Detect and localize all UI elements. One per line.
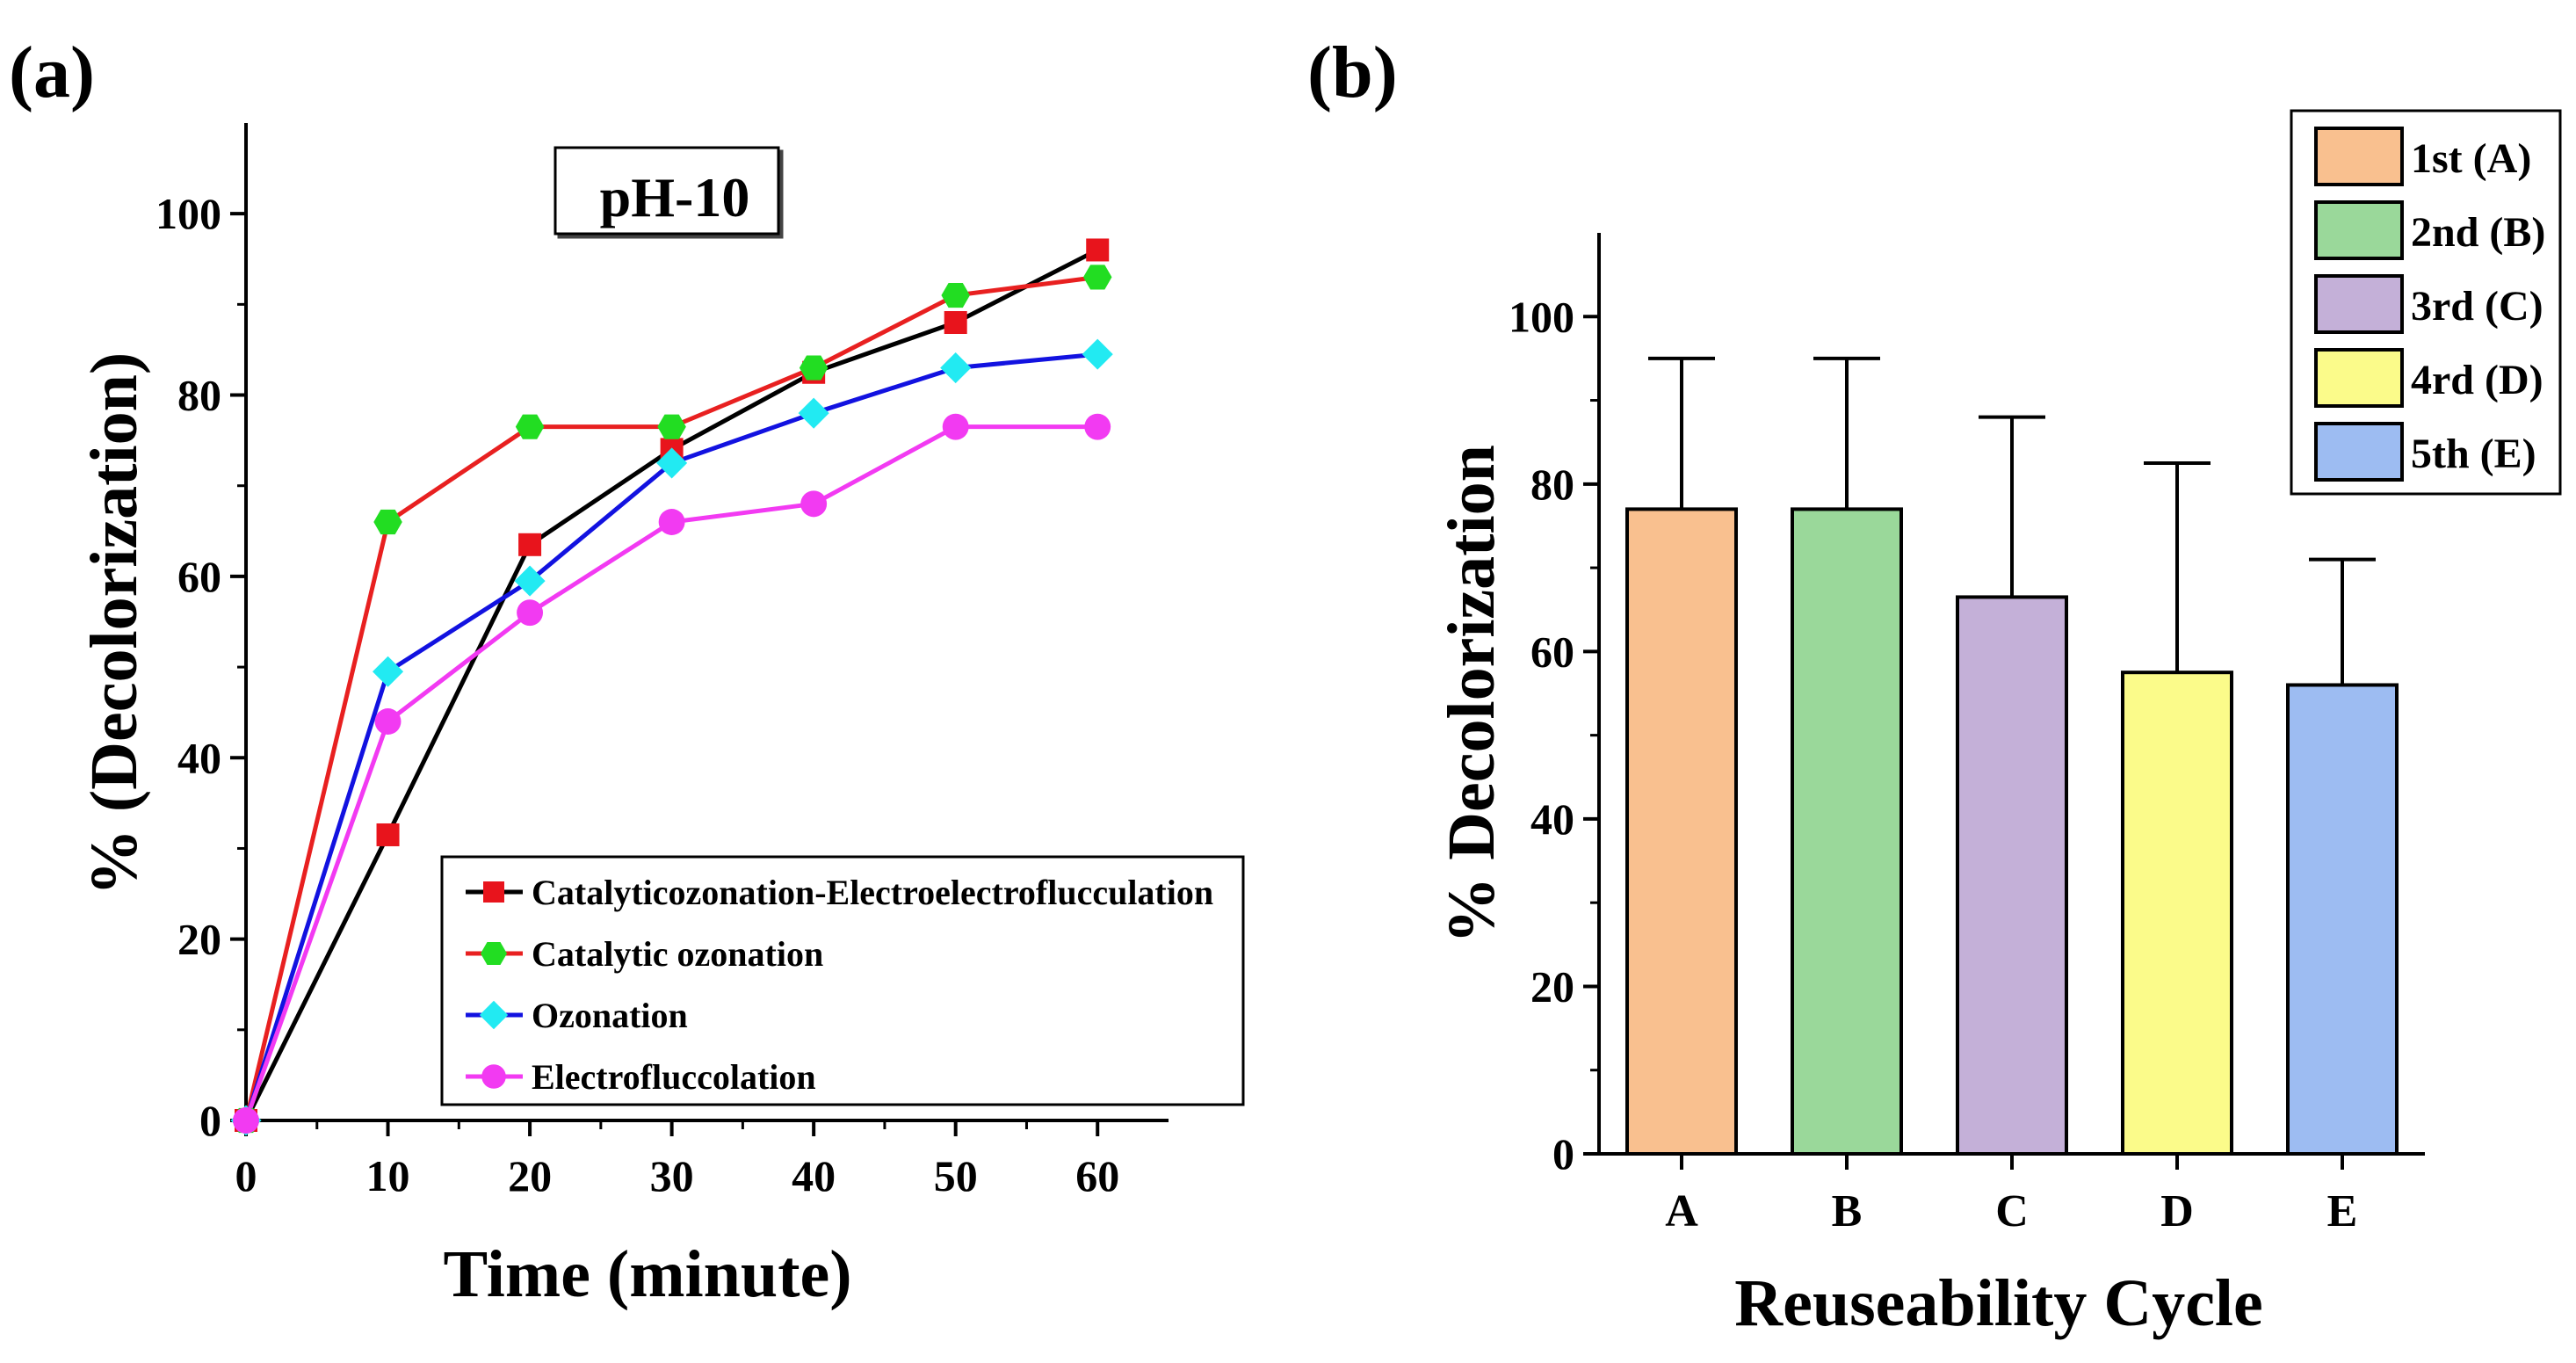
data-point	[1086, 238, 1110, 262]
legend-swatch	[2314, 422, 2404, 482]
legend-label: 2nd (B)	[2411, 209, 2545, 256]
annotation-text: pH-10	[600, 166, 750, 228]
panel-a-legend: Catalyticozonation-Electroelectrofluccul…	[440, 855, 1245, 1106]
x-tick-label: 50	[934, 1151, 978, 1200]
legend-swatch	[2314, 127, 2404, 186]
x-tick-label: 20	[508, 1151, 552, 1200]
y-tick-label: 40	[1530, 794, 1574, 844]
legend-box	[440, 855, 1245, 1106]
x-tick-label: 40	[792, 1151, 836, 1200]
x-tick-label: 10	[366, 1151, 410, 1200]
y-tick-label: 60	[1530, 627, 1574, 676]
data-point	[800, 490, 828, 518]
legend-label: Catalytic ozonation	[532, 934, 823, 974]
panel-a: (a) 0 20 40 60 80 100 0 10 20 30 40 50 60 pH-10 Cata…	[9, 32, 1245, 1311]
x-tick-label: 60	[1075, 1151, 1119, 1200]
y-tick-label: 100	[156, 189, 221, 238]
y-tick-label: 40	[177, 733, 221, 782]
y-tick-label: 20	[1530, 961, 1574, 1011]
legend-marker	[481, 942, 507, 965]
panel-a-xlabel: Time (minute)	[443, 1237, 851, 1311]
y-tick-label: 0	[1552, 1129, 1574, 1178]
y-tick-label: 20	[177, 915, 221, 964]
data-point	[940, 352, 972, 384]
panel-a-axes: 0 20 40 60 80 100 0 10 20 30 40 50 60	[156, 123, 1169, 1200]
x-tick-label: B	[1832, 1186, 1863, 1236]
data-point	[942, 413, 969, 440]
data-point	[517, 599, 544, 627]
panel-b-legend: 1st (A) 2nd (B) 3rd (C) 4rd (D) 5th (E)	[2290, 109, 2562, 496]
data-point	[372, 656, 404, 687]
legend-marker	[479, 1000, 509, 1030]
data-point	[374, 708, 402, 735]
legend-label: Ozonation	[532, 996, 688, 1035]
panel-b-xlabel: Reuseability Cycle	[1734, 1266, 2263, 1340]
data-point	[799, 355, 829, 381]
data-point	[941, 282, 970, 308]
x-tick-label: E	[2327, 1186, 2358, 1236]
x-tick-label: 30	[650, 1151, 694, 1200]
bar-A	[1625, 507, 1738, 1156]
data-point	[658, 509, 685, 535]
data-point	[518, 533, 542, 556]
legend-swatch	[2314, 274, 2404, 334]
legend-marker	[481, 1064, 506, 1089]
panel-a-annotation: pH-10	[554, 146, 780, 236]
panel-a-ylabel: % (Decolorization)	[77, 352, 151, 895]
x-tick-label: 0	[235, 1151, 257, 1200]
x-tick-label: A	[1665, 1186, 1698, 1236]
y-tick-label: 80	[177, 371, 221, 420]
data-point	[798, 397, 829, 429]
panel-b: (b) 0 20 40 60 80 100 A B C D E 1st (A) 2nd (B) 3rd …	[1307, 32, 2562, 1340]
data-point	[1084, 413, 1111, 440]
bar-E	[2286, 683, 2399, 1156]
y-tick-label: 100	[1509, 292, 1574, 341]
legend-label: 3rd (C)	[2411, 283, 2543, 330]
data-point	[656, 447, 688, 479]
data-point	[514, 565, 546, 597]
legend-swatch	[2314, 200, 2404, 260]
panel-b-ylabel: % Decolorization	[1435, 445, 1509, 944]
panel-a-series	[230, 238, 1113, 1136]
data-point	[515, 414, 545, 439]
annotation-box	[554, 146, 780, 236]
data-point	[657, 414, 686, 439]
panel-b-bars	[1625, 356, 2399, 1156]
legend-label: 5th (E)	[2411, 431, 2536, 477]
data-point	[233, 1107, 259, 1134]
bar-D	[2121, 671, 2233, 1156]
legend-label: Electrofluccolation	[532, 1057, 816, 1097]
data-point	[1082, 338, 1113, 370]
x-tick-label: C	[1995, 1186, 2029, 1236]
data-point	[376, 823, 400, 846]
panel-a-label: (a)	[9, 32, 95, 113]
legend-swatch	[2314, 348, 2404, 408]
panel-b-label: (b)	[1307, 32, 1398, 113]
legend-label: Catalyticozonation-Electroelectrofluccul…	[532, 873, 1213, 912]
legend-label: 1st (A)	[2411, 135, 2531, 182]
bar-B	[1791, 507, 1903, 1156]
y-tick-label: 0	[199, 1096, 221, 1145]
y-tick-label: 60	[177, 552, 221, 601]
data-point	[1082, 265, 1112, 290]
legend-label: 4rd (D)	[2411, 357, 2543, 403]
x-tick-label: D	[2160, 1186, 2194, 1236]
bar-C	[1956, 595, 2068, 1156]
y-tick-label: 80	[1530, 460, 1574, 509]
data-point	[944, 311, 967, 334]
legend-marker	[483, 881, 504, 903]
data-point	[373, 509, 402, 535]
